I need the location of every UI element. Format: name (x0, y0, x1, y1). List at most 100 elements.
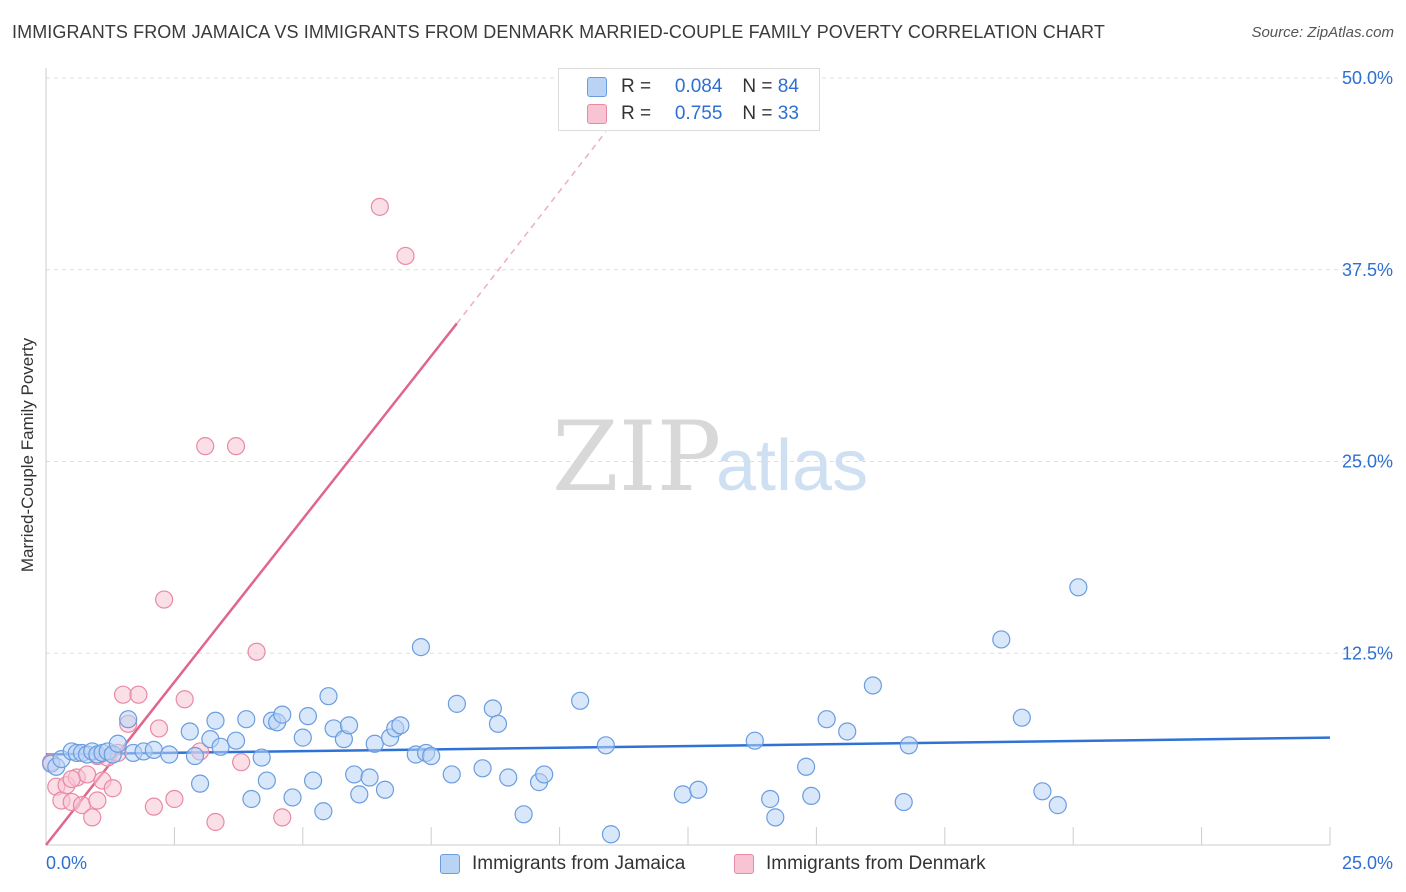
denmark-point-19 (155, 590, 174, 609)
jamaica-point-16 (144, 740, 163, 759)
bottom-jamaica-swatch (440, 854, 460, 874)
source-label: Source: ZipAtlas.com (1251, 24, 1394, 41)
jamaica-point-36 (314, 802, 333, 821)
denmark-r-label: R = (621, 103, 652, 124)
jamaica-point-32 (283, 788, 302, 807)
denmark-point-30 (396, 246, 415, 266)
jamaica-point-78 (1012, 708, 1031, 727)
jamaica-points (42, 578, 1088, 844)
jamaica-point-59 (514, 805, 533, 824)
jamaica-point-75 (894, 792, 913, 812)
jamaica-point-74 (863, 676, 882, 695)
jamaica-point-55 (473, 759, 492, 778)
jamaica-r-label: R = (621, 76, 652, 97)
legend-row-denmark: R = 0.755 N = 33 (587, 102, 799, 126)
jamaica-point-37 (319, 687, 338, 706)
denmark-r-value: 0.755 (674, 103, 723, 124)
jamaica-point-54 (447, 694, 466, 713)
jamaica-point-35 (303, 771, 323, 790)
jamaica-point-61 (535, 765, 554, 784)
denmark-point-16 (129, 685, 148, 704)
jamaica-point-27 (252, 748, 271, 767)
denmark-point-14 (113, 685, 133, 704)
x-tick-label-left: 0.0% (46, 853, 87, 873)
jamaica-point-70 (797, 757, 816, 776)
bottom-denmark-label: Immigrants from Denmark (766, 853, 986, 874)
jamaica-point-71 (802, 786, 821, 806)
jamaica-point-12 (108, 734, 128, 753)
jamaica-point-44 (365, 734, 384, 753)
jamaica-point-72 (817, 710, 836, 729)
jamaica-point-34 (298, 707, 318, 726)
jamaica-point-69 (766, 808, 785, 827)
denmark-point-32 (62, 769, 81, 789)
jamaica-point-50 (411, 638, 431, 657)
jamaica-point-28 (257, 771, 276, 790)
jamaica-point-33 (293, 728, 312, 747)
jamaica-point-64 (601, 825, 621, 844)
denmark-point-29 (370, 197, 389, 216)
denmark-point-24 (206, 812, 225, 832)
correlation-legend: R = 0.084 N = 84 R = 0.755 N = 33 (558, 68, 820, 131)
denmark-point-25 (226, 437, 246, 456)
y-tick-label-3: 50.0% (1342, 68, 1393, 88)
jamaica-point-17 (160, 745, 179, 764)
jamaica-point-20 (190, 774, 210, 793)
bottom-denmark-swatch (734, 854, 754, 874)
jamaica-point-22 (206, 711, 225, 730)
jamaica-point-45 (375, 780, 395, 799)
jamaica-point-80 (1048, 796, 1067, 815)
denmark-point-26 (232, 753, 251, 772)
jamaica-point-42 (350, 785, 369, 804)
denmark-n-label: N = (742, 103, 773, 124)
jamaica-point-13 (119, 710, 138, 729)
jamaica-point-25 (237, 710, 256, 729)
jamaica-point-73 (838, 722, 857, 741)
bottom-legend-jamaica: Immigrants from Jamaica (440, 852, 685, 876)
denmark-point-20 (165, 789, 184, 809)
jamaica-swatch (587, 77, 607, 97)
denmark-point-21 (175, 690, 194, 709)
axes (45, 68, 1331, 846)
watermark-zip: ZIP (552, 401, 721, 513)
jamaica-point-68 (761, 789, 780, 809)
bottom-legend-denmark: Immigrants from Denmark (734, 852, 986, 876)
watermark-atlas: atlas (716, 426, 868, 506)
jamaica-point-76 (899, 736, 918, 755)
jamaica-point-77 (992, 630, 1011, 649)
denmark-point-9 (88, 791, 107, 810)
jamaica-point-40 (339, 716, 359, 735)
jamaica-point-19 (185, 746, 205, 766)
jamaica-point-58 (499, 768, 518, 787)
denmark-point-23 (196, 437, 215, 456)
denmark-point-7 (77, 765, 97, 784)
jamaica-point-79 (1033, 782, 1052, 801)
jamaica-point-41 (345, 765, 364, 784)
tick-labels: 12.5% 25.0% 37.5% 50.0% 0.0% 25.0% (46, 68, 1393, 873)
denmark-point-28 (273, 808, 292, 827)
x-tick-label-right: 25.0% (1342, 853, 1393, 873)
jamaica-point-52 (422, 746, 441, 766)
jamaica-point-65 (673, 785, 692, 804)
y-tick-label-1: 25.0% (1342, 452, 1393, 472)
jamaica-point-62 (571, 691, 590, 710)
legend-row-jamaica: R = 0.084 N = 84 (587, 75, 799, 99)
jamaica-point-56 (483, 699, 502, 718)
jamaica-point-63 (596, 736, 615, 755)
jamaica-n-value: 84 (777, 76, 799, 97)
y-axis-label: Married-Couple Family Poverty (18, 337, 37, 573)
grid-lines (46, 77, 1390, 654)
denmark-n-value: 33 (777, 103, 799, 124)
denmark-point-8 (83, 808, 102, 827)
chart-title: IMMIGRANTS FROM JAMAICA VS IMMIGRANTS FR… (12, 22, 1105, 42)
jamaica-point-43 (360, 768, 379, 787)
denmark-points (42, 197, 415, 832)
jamaica-r-value: 0.084 (674, 76, 723, 97)
jamaica-point-24 (226, 731, 246, 750)
y-tick-label-2: 37.5% (1342, 260, 1393, 280)
jamaica-n-label: N = (742, 76, 773, 97)
denmark-point-17 (144, 797, 163, 816)
jamaica-point-48 (391, 716, 410, 735)
jamaica-point-31 (273, 705, 292, 724)
jamaica-point-57 (488, 714, 508, 733)
